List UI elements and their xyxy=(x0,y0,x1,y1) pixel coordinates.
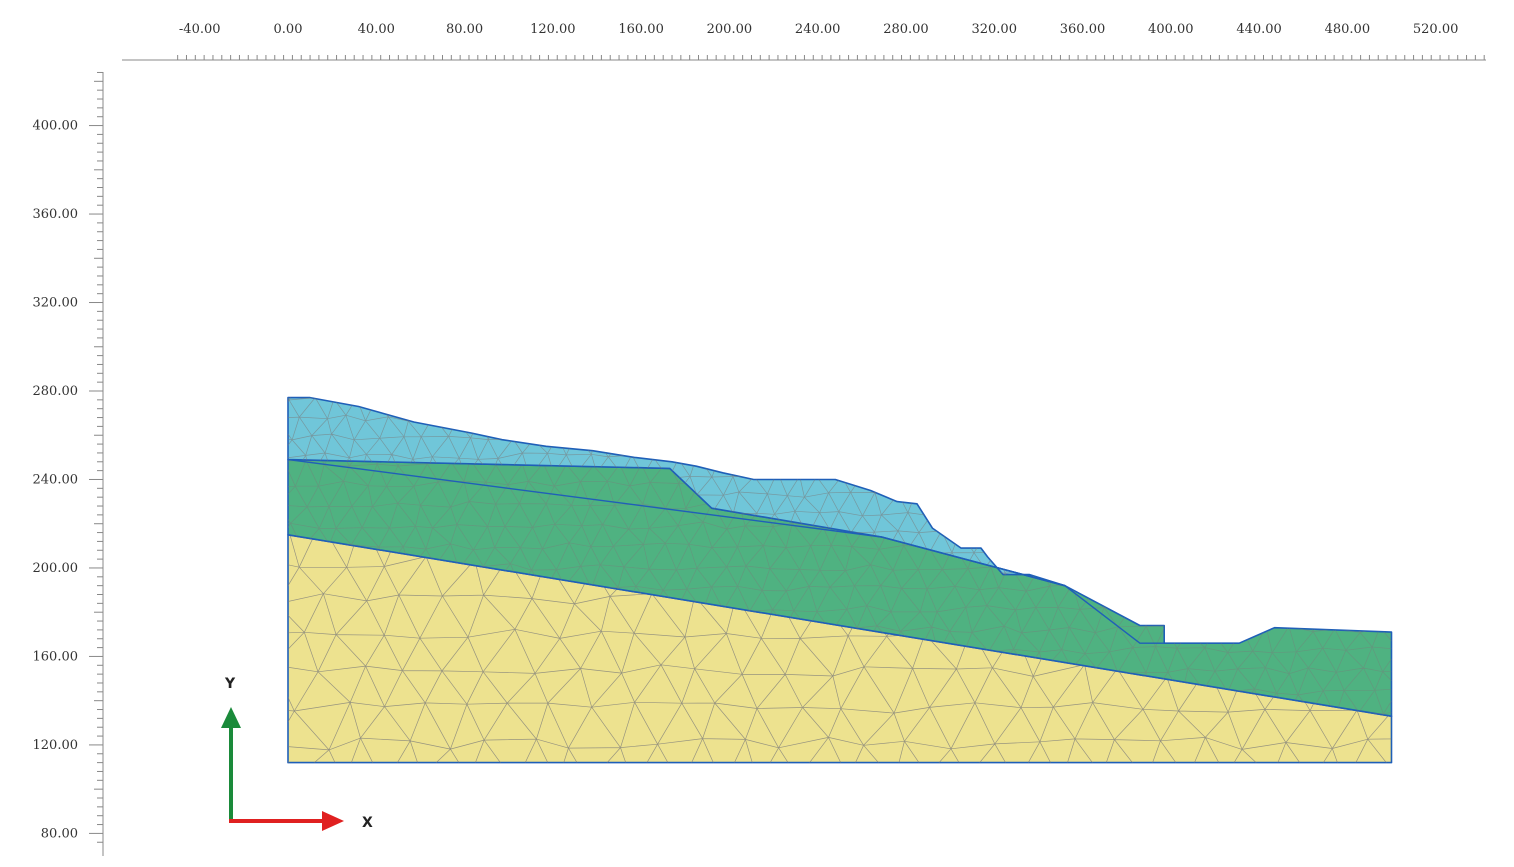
vertical-ruler: 400.00 360.00 320.00 280.00 240.00 200.00 160.… xyxy=(33,71,104,856)
ruler-x-label: 160.00 xyxy=(618,22,664,37)
axes-indicator: Y X xyxy=(221,676,373,831)
ruler-y-label: 200.00 xyxy=(33,561,79,576)
ruler-x-label: 320.00 xyxy=(971,22,1017,37)
ruler-x-label: 200.00 xyxy=(707,22,753,37)
ruler-x-label: 120.00 xyxy=(530,22,576,37)
ruler-x-label: 360.00 xyxy=(1060,22,1106,37)
ruler-y-label: 320.00 xyxy=(33,296,79,311)
ruler-y-label: 240.00 xyxy=(33,472,79,487)
ruler-x-label: 280.00 xyxy=(883,22,929,37)
ruler-y-label: 80.00 xyxy=(41,826,78,841)
ruler-x-label: 440.00 xyxy=(1236,22,1282,37)
ruler-x-label: -40.00 xyxy=(179,22,221,37)
x-axis-letter: X xyxy=(362,815,373,831)
ruler-x-label: 520.00 xyxy=(1413,22,1459,37)
layer-boundary-line xyxy=(287,458,1165,644)
y-axis-arrowhead xyxy=(221,707,241,728)
ruler-x-label: 400.00 xyxy=(1148,22,1194,37)
ruler-y-label: 400.00 xyxy=(33,119,79,134)
ruler-x-label: 80.00 xyxy=(446,22,483,37)
ruler-y-label: 160.00 xyxy=(33,649,79,664)
ruler-y-label: 360.00 xyxy=(33,207,79,222)
horizontal-ruler: -40.00 0.00 40.00 80.00 120.00 160.00 200.00 24… xyxy=(122,22,1486,61)
ruler-x-label: 480.00 xyxy=(1325,22,1371,37)
slope-model[interactable] xyxy=(235,374,1440,786)
ruler-x-label: 40.00 xyxy=(358,22,395,37)
ruler-x-label: 0.00 xyxy=(274,22,303,37)
x-axis-arrowhead xyxy=(322,811,344,831)
ruler-x-label: 240.00 xyxy=(795,22,841,37)
ruler-y-label: 280.00 xyxy=(33,384,79,399)
ruler-y-label: 120.00 xyxy=(33,738,79,753)
y-axis-letter: Y xyxy=(224,676,236,692)
